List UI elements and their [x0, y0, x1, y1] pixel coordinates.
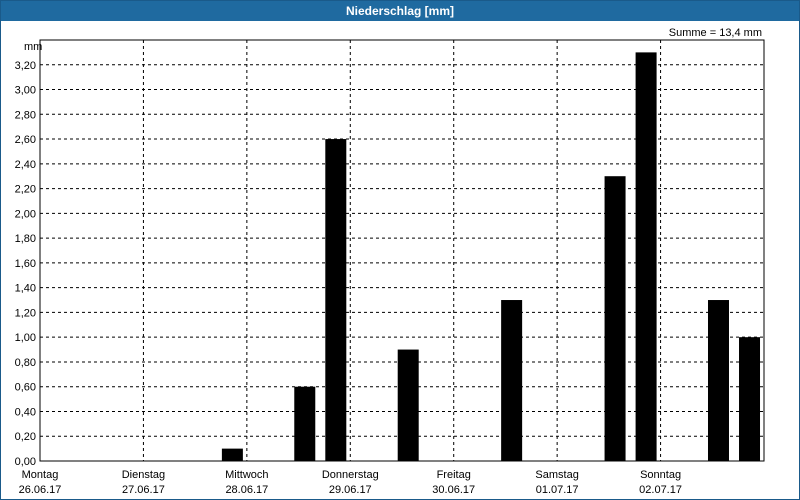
- x-weekday-label: Samstag: [535, 469, 578, 481]
- y-tick-label: 3,00: [15, 85, 36, 97]
- precip-bar: [604, 176, 626, 462]
- y-tick-label: 1,20: [15, 307, 36, 319]
- x-date-label: 29.06.17: [329, 484, 372, 496]
- precip-bar: [397, 349, 419, 461]
- x-weekday-label: Donnerstag: [322, 469, 379, 481]
- x-date-label: 26.06.17: [19, 484, 62, 496]
- y-tick-label: 2,80: [15, 109, 36, 121]
- y-tick-label: 0,40: [15, 406, 36, 418]
- sum-label: Summe = 13,4 mm: [669, 27, 762, 39]
- precip-bar: [739, 337, 761, 461]
- precip-bar: [707, 300, 729, 461]
- precip-bar: [221, 448, 243, 461]
- x-weekday-label: Freitag: [437, 469, 471, 481]
- y-tick-label: 2,20: [15, 184, 36, 196]
- y-axis-unit: mm: [24, 41, 42, 53]
- precip-bar: [501, 300, 523, 461]
- y-tick-label: 1,80: [15, 233, 36, 245]
- y-tick-label: 0,20: [15, 431, 36, 443]
- x-weekday-label: Dienstag: [122, 469, 165, 481]
- x-weekday-label: Sonntag: [640, 469, 681, 481]
- y-tick-label: 2,60: [15, 134, 36, 146]
- x-weekday-label: Montag: [22, 469, 59, 481]
- y-tick-label: 2,00: [15, 208, 36, 220]
- x-date-label: 30.06.17: [432, 484, 475, 496]
- plot-border: [39, 39, 765, 462]
- chart-title: Niederschlag [mm]: [1, 1, 799, 21]
- precip-bar: [635, 52, 657, 461]
- y-tick-label: 1,00: [15, 332, 36, 344]
- y-tick-label: 2,40: [15, 159, 36, 171]
- precip-bar: [325, 139, 347, 461]
- y-tick-label: 1,60: [15, 258, 36, 270]
- x-date-label: 27.06.17: [122, 484, 165, 496]
- x-date-label: 28.06.17: [225, 484, 268, 496]
- y-tick-label: 0,60: [15, 382, 36, 394]
- y-tick-label: 0,80: [15, 357, 36, 369]
- x-date-label: 02.07.17: [639, 484, 682, 496]
- x-date-label: 01.07.17: [536, 484, 579, 496]
- y-tick-label: 1,40: [15, 283, 36, 295]
- precip-bar: [294, 386, 316, 461]
- x-weekday-label: Mittwoch: [225, 469, 268, 481]
- y-tick-label: 3,20: [15, 60, 36, 72]
- y-tick-label: 0,00: [15, 456, 36, 468]
